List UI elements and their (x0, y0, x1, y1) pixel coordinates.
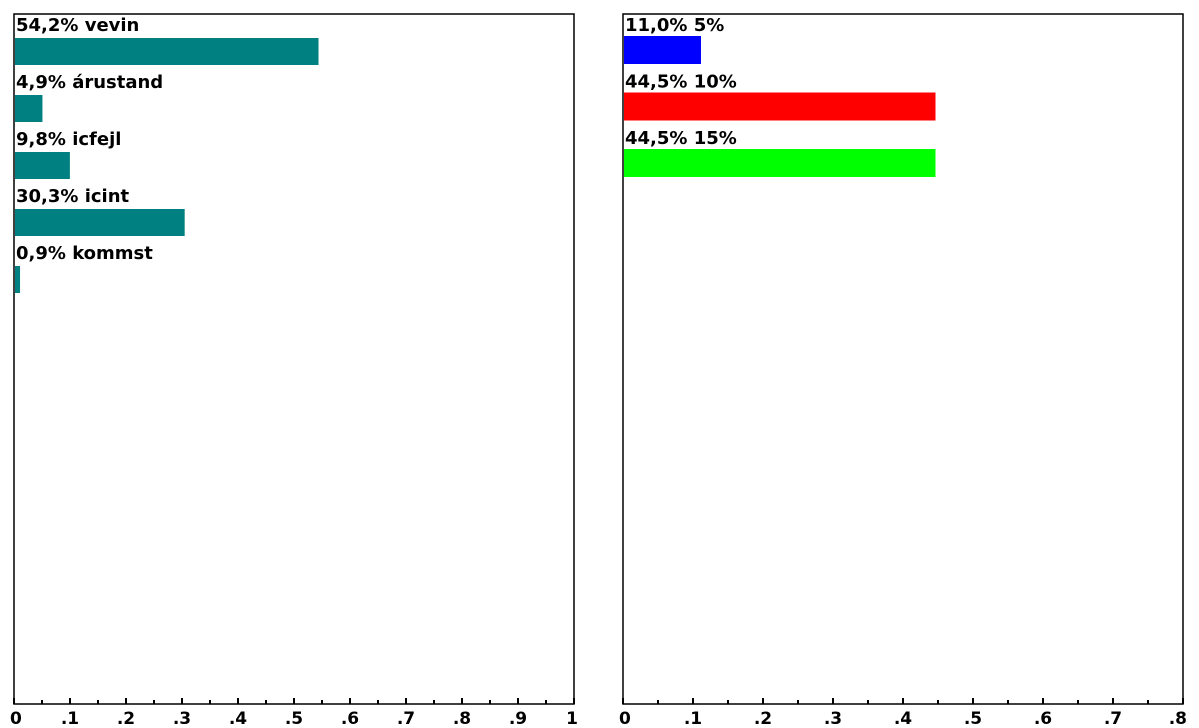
bar-label-1: 54,2% vevin (16, 15, 139, 36)
tick-label: 0 (10, 709, 22, 728)
tick-label: .8 (1169, 709, 1187, 728)
bar-label-3: 44,5% 15% (625, 128, 737, 149)
bar-5 (15, 266, 21, 293)
chart-panel-2: 11,0% 5% 44,5% 10% 44,5% 15% 0 .1 .2 .3 .4 .5 .6.… (619, 13, 1187, 728)
bar-2 (624, 92, 936, 121)
tick-label: .6 (341, 709, 359, 728)
bar-4 (15, 209, 185, 236)
tick-label: 0 (619, 709, 631, 728)
tick-label: .7 (397, 709, 415, 728)
bar-label-2: 44,5% 10% (625, 72, 737, 93)
plot-frame (13, 13, 575, 705)
tick-label: .3 (173, 709, 191, 728)
tick-label: .1 (61, 709, 79, 728)
tick-label: .9 (509, 709, 527, 728)
bar-label-1: 11,0% 5% (625, 15, 724, 36)
bar-label-2: 4,9% árustand (16, 72, 163, 93)
tick-label: .5 (964, 709, 982, 728)
tick-label: .4 (894, 709, 912, 728)
bar-3 (15, 152, 70, 179)
plot-frame (622, 13, 1184, 705)
tick-label: .7 (1104, 709, 1122, 728)
tick-label: .8 (453, 709, 471, 728)
bar-2 (15, 95, 43, 122)
tick-label: .4 (229, 709, 247, 728)
tick-label: .6 (1034, 709, 1052, 728)
bar-label-4: 30,3% icint (16, 186, 130, 207)
tick-label: .1 (684, 709, 702, 728)
bar-label-3: 9,8% icfejl (16, 129, 121, 150)
bar-1 (15, 38, 319, 65)
bar-label-5: 0,9% kommst (16, 243, 153, 264)
tick-label: .2 (117, 709, 135, 728)
tick-label: .2 (754, 709, 772, 728)
tick-label: 1 (566, 709, 578, 728)
tick-label: .5 (285, 709, 303, 728)
bar-3 (624, 149, 936, 177)
chart-panel-1: 54,2% vevin 4,9% árustand 9,8% icfejl 30,3%… (10, 13, 578, 728)
tick-label: .3 (824, 709, 842, 728)
bar-1 (624, 36, 701, 64)
